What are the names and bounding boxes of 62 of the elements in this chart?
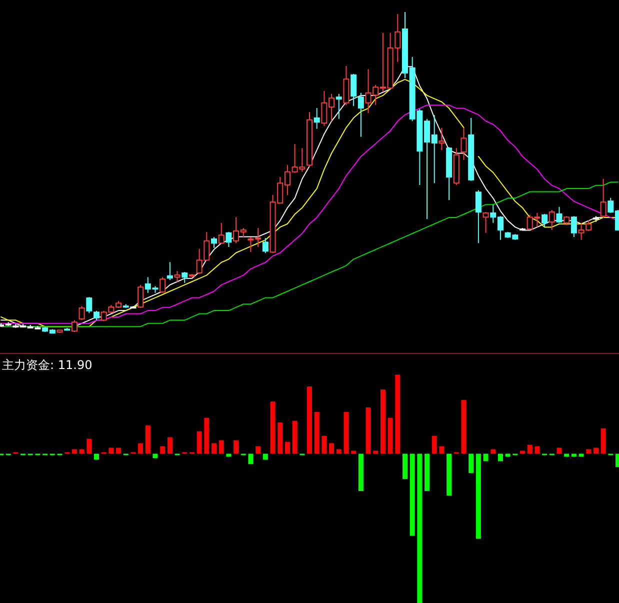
bar xyxy=(218,440,224,454)
bar xyxy=(196,431,202,454)
bar xyxy=(284,442,290,454)
bar xyxy=(373,450,378,454)
bar xyxy=(586,449,592,454)
bar xyxy=(439,446,444,454)
bar xyxy=(270,401,276,454)
bar xyxy=(256,446,261,454)
bar xyxy=(432,436,437,454)
bar xyxy=(564,454,570,457)
bar xyxy=(593,448,598,454)
bar xyxy=(262,454,268,460)
bar xyxy=(72,449,77,454)
bar xyxy=(79,449,84,454)
bar xyxy=(145,425,150,454)
bar xyxy=(322,436,327,454)
bar xyxy=(138,443,144,454)
bar xyxy=(248,454,254,464)
bar xyxy=(314,412,320,454)
bar xyxy=(534,446,540,454)
bar xyxy=(160,446,166,454)
bar xyxy=(234,440,239,454)
bar xyxy=(380,390,386,454)
bar xyxy=(461,400,466,454)
bar xyxy=(571,454,576,457)
bar xyxy=(395,374,400,454)
bar xyxy=(556,448,562,454)
bar xyxy=(505,454,510,457)
bar xyxy=(476,454,481,539)
bar xyxy=(358,454,364,492)
bar xyxy=(468,454,474,474)
bar xyxy=(446,454,452,496)
bar xyxy=(329,443,334,454)
bar xyxy=(402,454,408,480)
bar xyxy=(278,422,283,454)
bar xyxy=(152,454,158,458)
bar xyxy=(483,454,488,462)
bar xyxy=(351,450,356,454)
bar xyxy=(86,438,92,454)
bar xyxy=(108,448,114,454)
bar xyxy=(94,454,99,460)
bar xyxy=(344,412,349,454)
bar xyxy=(527,444,532,454)
bar xyxy=(490,449,496,454)
bar xyxy=(417,454,422,603)
bar xyxy=(204,418,210,454)
bar xyxy=(307,386,312,454)
bar xyxy=(167,437,172,454)
bar xyxy=(336,449,342,454)
bar xyxy=(292,420,298,454)
bar xyxy=(498,454,503,462)
chart-title: 主力资金: 11.90 xyxy=(2,358,92,372)
bar xyxy=(424,454,430,492)
bar xyxy=(388,418,393,454)
bar xyxy=(116,448,122,454)
bar xyxy=(578,454,584,457)
bar xyxy=(600,428,606,454)
bar xyxy=(520,450,526,454)
bar xyxy=(212,443,217,454)
bar xyxy=(366,407,371,454)
bar xyxy=(410,454,415,536)
bar xyxy=(226,454,232,457)
